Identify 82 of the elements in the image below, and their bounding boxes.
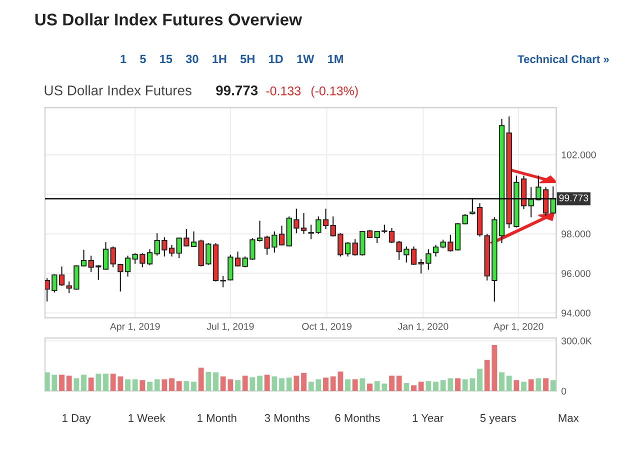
bar [103, 374, 108, 391]
bar [521, 382, 526, 391]
bar [345, 379, 350, 391]
ref-line-label: 99.773 [559, 194, 588, 202]
bar [88, 378, 94, 391]
bar [550, 380, 556, 391]
bar [301, 372, 306, 391]
bar [455, 378, 460, 391]
y-tick-label: 96.000 [562, 270, 590, 277]
bar [213, 372, 218, 391]
text: 1 Day [62, 414, 91, 424]
bar [506, 376, 512, 391]
bar [404, 382, 410, 391]
bar [184, 381, 190, 391]
text: 99.773 [216, 86, 258, 96]
bar [536, 378, 542, 391]
candlestick [550, 186, 556, 214]
bar [125, 379, 130, 391]
bar [352, 379, 358, 391]
bar [191, 382, 196, 391]
bar [250, 377, 256, 391]
bar [96, 374, 102, 391]
bar [198, 368, 204, 391]
text: Max [558, 414, 579, 422]
bar [433, 382, 438, 391]
bar [543, 378, 548, 391]
candlestick [432, 244, 439, 258]
bar [132, 379, 138, 391]
text: 1 Month [198, 414, 236, 422]
bar [66, 376, 72, 391]
x-tick-label: Jan 1, 2020 [398, 322, 448, 332]
text: 5 years [480, 414, 516, 424]
bar [154, 379, 160, 391]
bar [176, 381, 182, 391]
x-tick-label: Apr 1, 2019 [110, 322, 160, 332]
bar [242, 376, 248, 391]
bar [286, 378, 292, 391]
y-tick-label: 300.0K [561, 338, 592, 344]
bar [389, 376, 394, 391]
bar [206, 372, 212, 391]
bar [418, 382, 424, 391]
text: 1 Year [412, 414, 444, 422]
text: 1 5 15 30 1H 5H 1D 1W 1M [120, 54, 343, 64]
bar [514, 380, 520, 391]
bar [264, 374, 270, 391]
x-tick-label: Jul 1, 2019 [206, 322, 254, 332]
bar [235, 380, 240, 391]
chart-title: US Dollar Index Futures Overview [35, 13, 302, 26]
bar [367, 384, 372, 391]
y-tick-label: 102.000 [562, 151, 596, 158]
text: 1 Week [128, 414, 166, 422]
candlestick [462, 213, 468, 225]
bar [360, 378, 366, 391]
bar [499, 372, 504, 391]
bar [74, 378, 80, 391]
y-tick-label: 94.000 [562, 310, 590, 317]
bar [162, 379, 168, 391]
y-tick-label: 98.000 [562, 230, 590, 238]
bar [411, 385, 416, 391]
y-tick-label: 0 [561, 388, 566, 395]
bar [59, 374, 64, 391]
bar [323, 378, 328, 391]
text: -0.133 [266, 86, 301, 96]
bar [272, 376, 278, 391]
bar [147, 382, 152, 391]
bar [279, 378, 284, 391]
bar [294, 376, 300, 391]
bar [396, 376, 402, 391]
bar [169, 378, 174, 391]
bar [140, 380, 146, 391]
text: 3 Months [264, 414, 310, 422]
chart-subtitle: US Dollar Index Futures [44, 85, 192, 96]
bar [477, 368, 482, 391]
x-tick-label: Oct 1, 2019 [302, 322, 352, 332]
x-tick-label: Apr 1, 2020 [493, 322, 544, 332]
bar [257, 376, 262, 391]
text: 6 Months [335, 414, 380, 422]
bar [426, 381, 432, 391]
text: (-0.13%) [311, 86, 358, 98]
text: Technical Chart » [518, 54, 609, 64]
bar [81, 374, 86, 391]
bar [528, 379, 534, 391]
